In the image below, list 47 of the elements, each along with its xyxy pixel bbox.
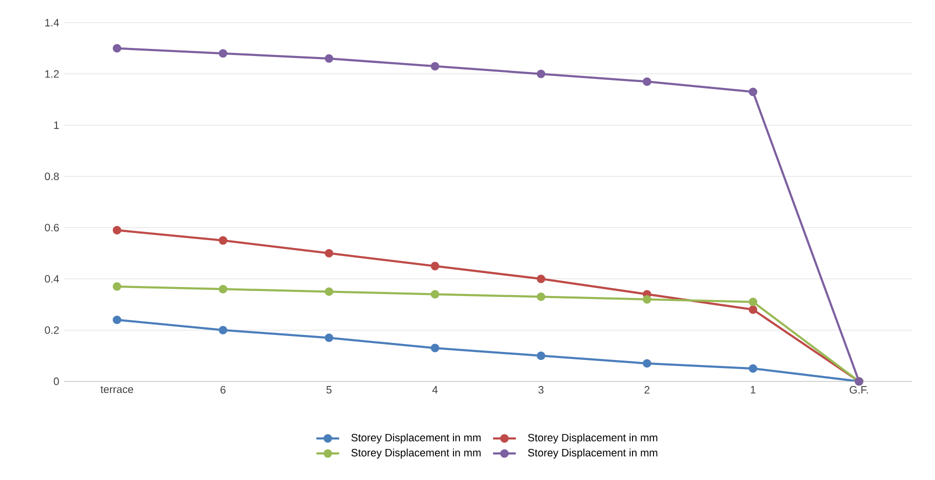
point [642,77,652,86]
x-tick-label: 4 [432,386,438,394]
point [536,274,546,284]
legend-label: Storey Displacement in mm [528,434,658,444]
point [430,344,440,352]
y-tick-label: 0.4 [44,275,59,283]
point [324,334,334,342]
point [218,49,228,58]
y-tick-label: 1.4 [45,19,59,26]
point [324,54,334,63]
x-tick-label: 6 [220,386,226,394]
legend-label: Storey Displacement in mm [351,448,481,459]
point [430,62,440,70]
point [324,248,334,258]
legend-label: Storey Displacement in mm [528,448,658,459]
point [536,292,546,302]
y-tick-label: 0 [54,378,59,386]
y-tick-label: 0.8 [44,172,59,180]
x-tick-label: terrace [100,386,134,394]
point [218,236,228,245]
y-tick-label: 0.6 [44,224,59,232]
point [112,44,122,53]
point [748,298,758,306]
point [642,359,652,368]
point [748,305,758,314]
point [430,262,440,270]
x-tick-label: 3 [538,386,544,394]
point [536,70,546,78]
point [218,326,228,334]
point [112,316,122,324]
point [748,364,758,373]
point [112,282,122,291]
point [536,351,546,360]
y-tick-label: 0.2 [44,326,59,334]
point [748,88,758,96]
x-tick-label: G.F. [850,386,868,394]
y-tick-label: 1 [54,121,59,129]
point [642,295,652,304]
x-tick-label: 1 [750,386,756,394]
x-tick-label: 5 [326,386,332,394]
x-tick-label: 2 [644,386,650,394]
point [324,287,334,296]
point [112,226,122,234]
point [218,284,228,294]
point [430,290,440,298]
y-tick-label: 1.2 [45,70,59,78]
legend-label: Storey Displacement in mm [351,434,481,444]
